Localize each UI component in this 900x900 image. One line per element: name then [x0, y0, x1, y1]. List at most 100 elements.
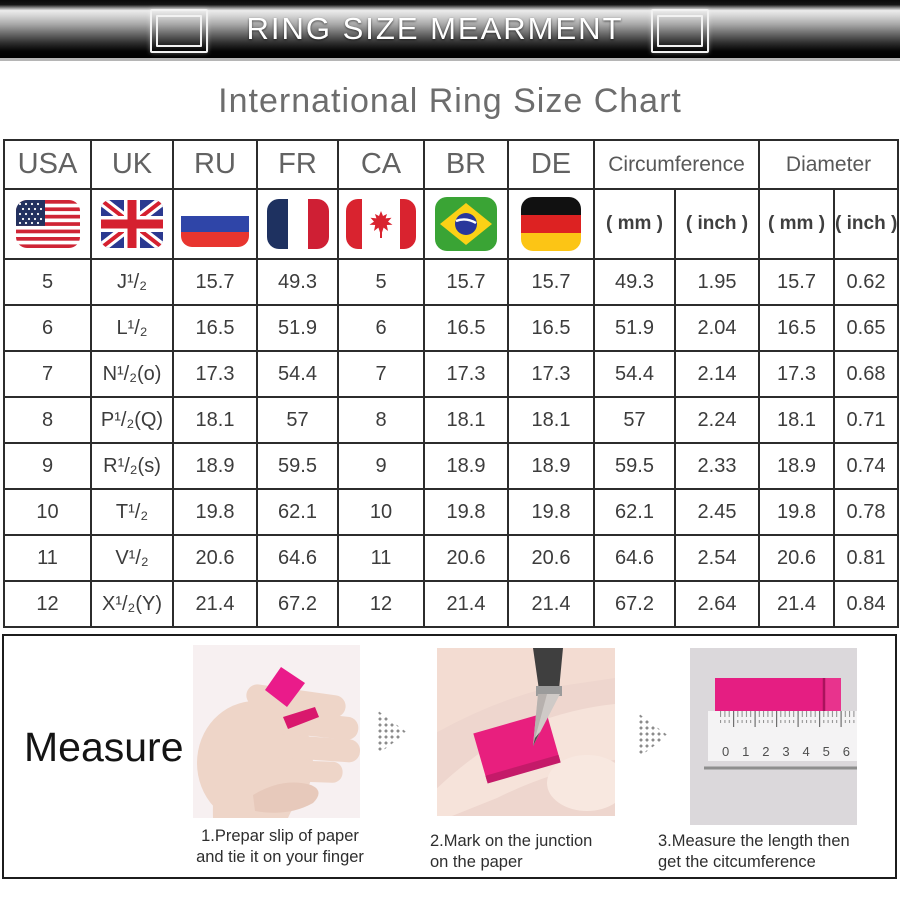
- col-header-de: DE: [507, 139, 595, 190]
- col-header-ca: CA: [337, 139, 425, 190]
- size-cell: 11: [3, 534, 92, 582]
- col-header-fr: FR: [256, 139, 339, 190]
- size-cell: 51.9: [593, 304, 676, 352]
- size-cell: 0.62: [833, 258, 900, 306]
- size-cell: 18.1: [423, 396, 509, 444]
- size-cell: 6: [3, 304, 92, 352]
- ruler-number: 4: [802, 744, 810, 759]
- size-cell: 15.7: [172, 258, 258, 306]
- size-cell: 10: [3, 488, 92, 536]
- step-1-line-2: and tie it on your finger: [196, 848, 364, 867]
- square-outline-icon: [651, 9, 709, 53]
- ruler-number: 3: [782, 744, 790, 759]
- col-header-circumference: Circumference: [592, 139, 761, 190]
- step-1-line-1: 1.Prepar slip of paper: [201, 827, 359, 845]
- size-cell: 67.2: [256, 580, 339, 628]
- ruler-number: 1: [742, 744, 750, 759]
- size-cell: 51.9: [256, 304, 339, 352]
- size-cell: 54.4: [256, 350, 339, 398]
- size-cell: 2.64: [673, 580, 761, 628]
- table-flags-row: ( mm ) ( inch ) ( mm ) ( inch ): [3, 188, 900, 260]
- size-cell: 62.1: [593, 488, 676, 536]
- size-cell: 18.9: [423, 442, 509, 490]
- table-row: 8 P¹/₂(Q) 18.1 57 8 18.1 18.1 57 2.24 18.1 0.71: [3, 396, 900, 444]
- unit-header-diameter-inch: ( inch ): [833, 188, 900, 260]
- size-cell: 17.3: [507, 350, 595, 398]
- step-1-caption: 1.Prepar slip of paper and tie it on you…: [158, 826, 402, 869]
- square-outline-icon: [150, 9, 208, 53]
- size-cell: 18.9: [172, 442, 258, 490]
- size-cell: 0.68: [833, 350, 900, 398]
- size-table-body: 5 J¹/₂ 15.7 49.3 5 15.7 15.7 49.3 1.95 15.7 0.62 6 L…: [3, 258, 900, 628]
- size-cell: 12: [337, 580, 425, 628]
- size-cell: 19.8: [758, 488, 836, 536]
- size-cell: 0.81: [833, 534, 900, 582]
- table-row: 5 J¹/₂ 15.7 49.3 5 15.7 15.7 49.3 1.95 15.7 0.62: [3, 258, 900, 306]
- size-cell: X¹/₂(Y): [90, 580, 174, 628]
- size-cell: 9: [3, 442, 92, 490]
- unit-header-circumference-inch: ( inch ): [673, 188, 761, 260]
- measure-label: Measure: [24, 724, 184, 770]
- size-cell: T¹/₂: [90, 488, 174, 536]
- step-3-caption: 3.Measure the length then get the citcum…: [658, 831, 896, 874]
- step-2-line-2: on the paper: [430, 853, 523, 872]
- size-cell: 2.24: [673, 396, 761, 444]
- size-cell: 18.1: [507, 396, 595, 444]
- size-cell: 19.8: [507, 488, 595, 536]
- size-cell: 19.8: [172, 488, 258, 536]
- size-cell: 0.78: [833, 488, 900, 536]
- size-cell: 0.84: [833, 580, 900, 628]
- size-cell: 2.54: [673, 534, 761, 582]
- size-cell: 57: [593, 396, 676, 444]
- size-cell: 6: [337, 304, 425, 352]
- table-header-row: USA UK RU FR CA BR DE Circumference Diam…: [3, 139, 900, 190]
- size-cell: 49.3: [256, 258, 339, 306]
- step-3-line-2: get the citcumference: [658, 853, 816, 872]
- size-cell: 17.3: [758, 350, 836, 398]
- size-cell: 18.1: [758, 396, 836, 444]
- size-cell: 0.71: [833, 396, 900, 444]
- table-row: 7 N¹/₂(o) 17.3 54.4 7 17.3 17.3 54.4 2.14 17.3 0.6…: [3, 350, 900, 398]
- size-cell: 1.95: [673, 258, 761, 306]
- size-cell: 49.3: [593, 258, 676, 306]
- flag-fr-icon: [256, 188, 339, 260]
- size-cell: 16.5: [172, 304, 258, 352]
- size-cell: 21.4: [423, 580, 509, 628]
- flag-ca-icon: [337, 188, 425, 260]
- page-title: International Ring Size Chart: [218, 82, 682, 120]
- col-header-ru: RU: [172, 139, 258, 190]
- size-cell: 16.5: [758, 304, 836, 352]
- size-cell: 0.74: [833, 442, 900, 490]
- flag-de-icon: [507, 188, 595, 260]
- size-cell: 15.7: [758, 258, 836, 306]
- size-cell: 59.5: [256, 442, 339, 490]
- size-cell: 5: [337, 258, 425, 306]
- ruler-number: 6: [842, 744, 850, 759]
- size-cell: 11: [337, 534, 425, 582]
- size-cell: 21.4: [172, 580, 258, 628]
- size-cell: 2.14: [673, 350, 761, 398]
- size-cell: 7: [3, 350, 92, 398]
- size-cell: 64.6: [256, 534, 339, 582]
- size-cell: P¹/₂(Q): [90, 396, 174, 444]
- ruler-number: 0: [722, 744, 730, 759]
- size-cell: 21.4: [507, 580, 595, 628]
- banner-title: RING SIZE MEARMENT: [246, 11, 624, 46]
- size-cell: 19.8: [423, 488, 509, 536]
- size-cell: 21.4: [758, 580, 836, 628]
- size-cell: J¹/₂: [90, 258, 174, 306]
- ruler-number: 2: [762, 744, 770, 759]
- size-cell: 18.1: [172, 396, 258, 444]
- size-cell: 59.5: [593, 442, 676, 490]
- size-cell: 57: [256, 396, 339, 444]
- col-header-uk: UK: [90, 139, 174, 190]
- table-row: 12 X¹/₂(Y) 21.4 67.2 12 21.4 21.4 67.2 2.64 21.4 0…: [3, 580, 900, 628]
- size-cell: 16.5: [507, 304, 595, 352]
- ring-size-table: USA UK RU FR CA BR DE Circumference Diam…: [3, 139, 900, 628]
- size-cell: V¹/₂: [90, 534, 174, 582]
- step-2-line-1: 2.Mark on the junction: [430, 832, 593, 850]
- size-cell: 20.6: [507, 534, 595, 582]
